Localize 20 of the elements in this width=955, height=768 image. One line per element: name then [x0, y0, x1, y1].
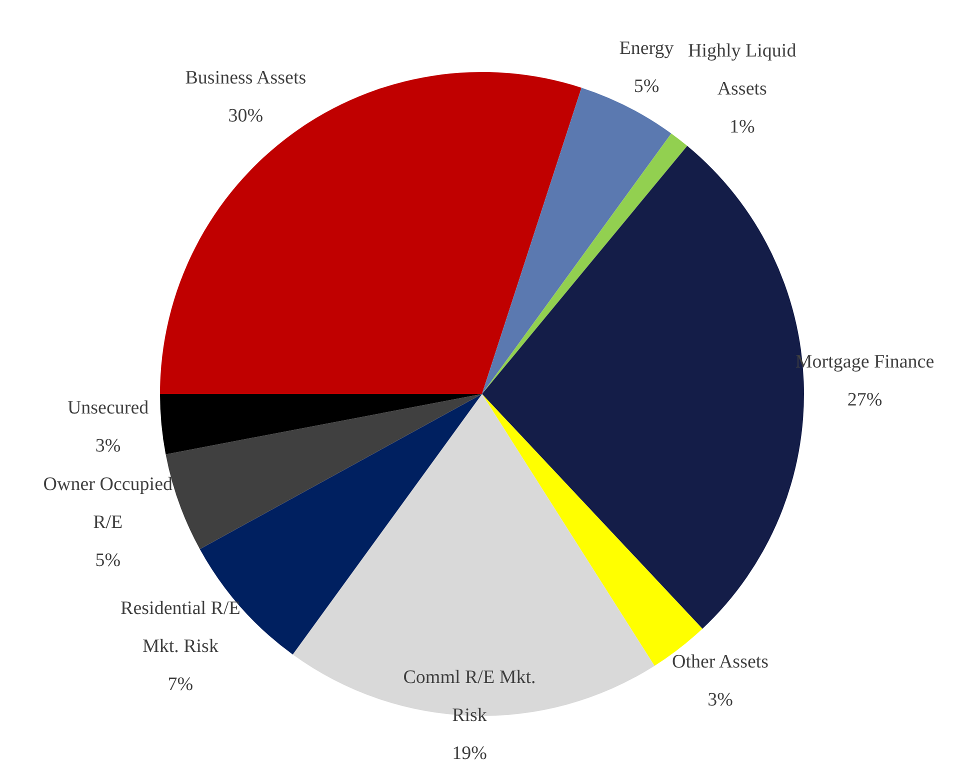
slice-label: Owner Occupied R/E: [43, 474, 174, 534]
data-label: 3%: [95, 436, 121, 457]
data-label: 27%: [847, 390, 882, 411]
slice-label: Highly Liquid Assets: [688, 40, 797, 100]
data-label: 5%: [634, 76, 660, 98]
slice-label: Energy: [619, 38, 674, 60]
slice-label: Business Assets: [185, 68, 306, 90]
data-label: 5%: [95, 550, 121, 572]
slice-label: Unsecured: [67, 398, 150, 419]
slice-label: Residential R/E Mkt. Risk: [120, 598, 240, 658]
data-label: 7%: [168, 674, 194, 696]
pie-slice: [160, 394, 482, 454]
pie-slice: [482, 133, 688, 394]
slice-label: Comml R/E Mkt. Risk: [403, 667, 536, 726]
data-label: 19%: [452, 743, 488, 764]
slice-label: Other Assets: [672, 652, 769, 673]
pie-slice: [160, 72, 582, 394]
data-label: 30%: [228, 106, 264, 128]
data-label: 3%: [708, 690, 734, 711]
data-label: 1%: [729, 116, 755, 138]
